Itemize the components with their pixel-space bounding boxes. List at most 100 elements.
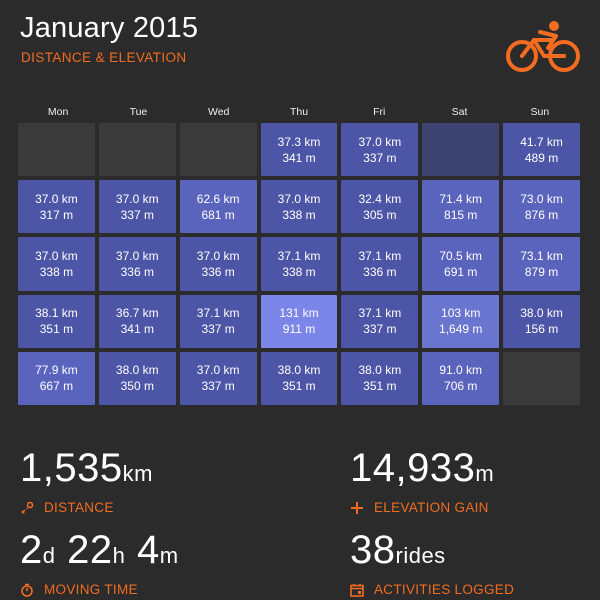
day-elevation: 337 m bbox=[201, 322, 235, 337]
calendar-day-cell: 38.1 km 351 m bbox=[18, 294, 95, 348]
calendar-day-cell: 37.0 km 337 m bbox=[341, 123, 419, 177]
moving-time-label: MOVING TIME bbox=[44, 582, 138, 597]
calendar-grid: 37.3 km 341 m 37.0 km 337 m 41.7 km 489 m 37.0… bbox=[18, 123, 580, 405]
calendar-icon bbox=[350, 583, 364, 597]
calendar-day-cell: 38.0 km 351 m bbox=[260, 351, 338, 405]
day-distance: 38.0 km bbox=[520, 306, 563, 321]
plus-icon bbox=[351, 501, 363, 514]
day-distance: 73.1 km bbox=[520, 248, 563, 263]
calendar-day-cell: 71.4 km 815 m bbox=[422, 180, 500, 234]
day-distance: 37.0 km bbox=[196, 363, 240, 378]
stopwatch-icon bbox=[21, 583, 33, 597]
day-distance: 37.0 km bbox=[35, 191, 78, 206]
calendar-day-cell bbox=[98, 123, 176, 177]
day-elevation: 305 m bbox=[363, 207, 397, 222]
calendar-day-cell bbox=[422, 123, 500, 177]
moving-time-value: 2d 22h 4m bbox=[20, 528, 179, 572]
calendar-day-cell: 32.4 km 305 m bbox=[341, 180, 419, 234]
day-elevation: 337 m bbox=[363, 322, 397, 337]
activities-label: ACTIVITIES LOGGED bbox=[374, 582, 515, 597]
day-elevation: 338 m bbox=[282, 207, 316, 222]
day-distance: 71.4 km bbox=[439, 191, 483, 206]
day-distance: 37.0 km bbox=[196, 248, 240, 263]
calendar-day-cell: 38.0 km 156 m bbox=[503, 294, 580, 348]
elevation-label: ELEVATION GAIN bbox=[374, 500, 489, 515]
day-distance: 91.0 km bbox=[439, 363, 483, 378]
day-elevation: 156 m bbox=[524, 322, 559, 337]
day-elevation: 336 m bbox=[120, 264, 154, 279]
day-elevation: 667 m bbox=[39, 379, 74, 394]
calendar-day-cell: 37.0 km 337 m bbox=[179, 351, 257, 405]
day-elevation: 350 m bbox=[120, 379, 154, 394]
weekday-label: Thu bbox=[289, 106, 309, 118]
calendar-day-cell: 37.0 km 337 m bbox=[98, 180, 176, 234]
day-elevation: 681 m bbox=[201, 207, 235, 222]
day-elevation: 691 m bbox=[444, 264, 478, 279]
day-distance: 38.0 km bbox=[358, 363, 402, 378]
day-distance: 131 km bbox=[279, 306, 319, 321]
day-elevation: 351 m bbox=[39, 322, 74, 337]
day-elevation: 341 m bbox=[282, 150, 316, 165]
calendar-day-cell: 37.3 km 341 m bbox=[260, 123, 338, 177]
day-elevation: 876 m bbox=[524, 207, 559, 222]
day-elevation: 879 m bbox=[524, 264, 559, 279]
calendar-day-cell: 70.5 km 691 m bbox=[422, 237, 500, 291]
day-elevation: 337 m bbox=[363, 150, 397, 165]
day-elevation: 489 m bbox=[524, 150, 559, 165]
weekday-label: Fri bbox=[373, 106, 386, 118]
elevation-stat: 14,933m ELEVATION GAIN bbox=[350, 446, 494, 515]
day-distance: 37.0 km bbox=[358, 134, 402, 149]
day-distance: 37.1 km bbox=[358, 248, 402, 263]
calendar-day-cell: 38.0 km 350 m bbox=[98, 351, 176, 405]
calendar-day-cell: 77.9 km 667 m bbox=[18, 351, 95, 405]
day-distance: 32.4 km bbox=[358, 191, 402, 206]
day-elevation: 338 m bbox=[39, 264, 74, 279]
weekday-label: Tue bbox=[129, 106, 148, 118]
calendar-day-cell: 37.0 km 336 m bbox=[179, 237, 257, 291]
calendar-day-cell: 62.6 km 681 m bbox=[179, 180, 257, 234]
calendar-day-cell: 37.0 km 338 m bbox=[260, 180, 338, 234]
day-distance: 37.3 km bbox=[277, 134, 321, 149]
calendar-day-cell: 36.7 km 341 m bbox=[98, 294, 176, 348]
day-distance: 37.1 km bbox=[196, 306, 240, 321]
calendar-day-cell: 37.1 km 336 m bbox=[341, 237, 419, 291]
day-distance: 103 km bbox=[441, 306, 481, 321]
weekday-label: Mon bbox=[47, 106, 69, 118]
day-elevation: 351 m bbox=[363, 379, 397, 394]
day-distance: 37.0 km bbox=[115, 248, 159, 263]
calendar-day-cell bbox=[179, 123, 257, 177]
calendar-day-cell: 37.0 km 317 m bbox=[18, 180, 95, 234]
activities-stat: 38rides ACTIVITIES LOGGED bbox=[350, 528, 514, 597]
weekday-header: Mon Tue Wed Thu Fri Sat Sun bbox=[18, 106, 580, 118]
day-elevation: 337 m bbox=[201, 379, 235, 394]
day-elevation: 351 m bbox=[282, 379, 316, 394]
day-distance: 36.7 km bbox=[115, 306, 159, 321]
day-distance: 73.0 km bbox=[520, 191, 563, 206]
weekday-label: Wed bbox=[208, 106, 230, 118]
day-distance: 38.1 km bbox=[35, 306, 78, 321]
day-distance: 70.5 km bbox=[439, 248, 483, 263]
calendar-day-cell: 73.1 km 879 m bbox=[503, 237, 580, 291]
page-title: January 2015 bbox=[20, 12, 199, 44]
elevation-value: 14,933m bbox=[350, 446, 495, 490]
calendar-day-cell: 37.1 km 337 m bbox=[341, 294, 419, 348]
day-elevation: 337 m bbox=[120, 207, 154, 222]
calendar-day-cell: 37.0 km 338 m bbox=[18, 237, 95, 291]
day-distance: 41.7 km bbox=[520, 134, 563, 149]
calendar-day-cell: 103 km 1,649 m bbox=[422, 294, 500, 348]
day-elevation: 338 m bbox=[282, 264, 316, 279]
day-distance: 37.1 km bbox=[277, 248, 321, 263]
day-distance: 37.0 km bbox=[277, 191, 321, 206]
day-elevation: 815 m bbox=[444, 207, 478, 222]
day-distance: 38.0 km bbox=[277, 363, 321, 378]
day-distance: 62.6 km bbox=[196, 191, 240, 206]
distance-stat: 1,535km DISTANCE bbox=[20, 446, 153, 515]
calendar-day-cell: 91.0 km 706 m bbox=[422, 351, 500, 405]
activities-value: 38rides bbox=[350, 528, 446, 572]
day-elevation: 336 m bbox=[363, 264, 397, 279]
day-distance: 37.0 km bbox=[35, 248, 78, 263]
calendar-day-cell bbox=[503, 351, 580, 405]
calendar-day-cell: 37.0 km 336 m bbox=[98, 237, 176, 291]
calendar-day-cell: 37.1 km 338 m bbox=[260, 237, 338, 291]
weekday-label: Sat bbox=[451, 106, 468, 118]
